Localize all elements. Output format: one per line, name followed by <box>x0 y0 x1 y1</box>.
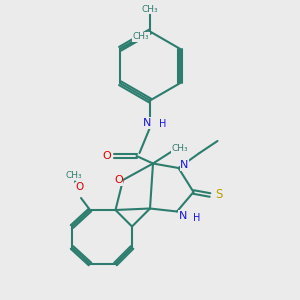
Text: CH₃: CH₃ <box>172 144 188 153</box>
Text: O: O <box>102 151 111 161</box>
Text: N: N <box>143 118 151 128</box>
Text: O: O <box>114 175 123 185</box>
Text: N: N <box>179 211 187 221</box>
Text: H: H <box>159 119 166 130</box>
Text: CH₃: CH₃ <box>65 171 82 180</box>
Text: CH₃: CH₃ <box>142 4 158 14</box>
Text: N: N <box>180 160 189 170</box>
Text: O: O <box>75 182 84 193</box>
Text: H: H <box>194 213 201 223</box>
Text: S: S <box>215 188 223 202</box>
Text: CH₃: CH₃ <box>133 32 149 41</box>
